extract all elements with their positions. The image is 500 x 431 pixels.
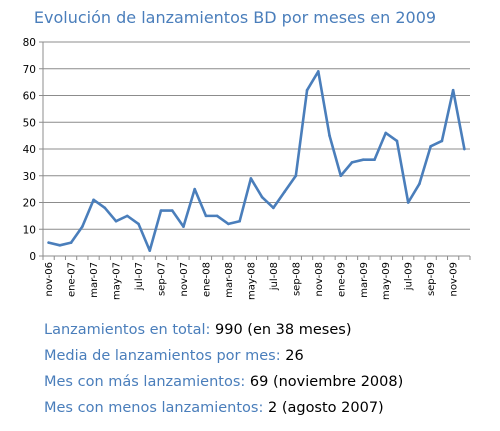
- stat-label: Media de lanzamientos por mes:: [44, 348, 281, 364]
- data-point: [170, 209, 174, 212]
- x-tick-label: may-09: [381, 262, 392, 300]
- y-tick-label: 30: [23, 171, 36, 183]
- data-point: [451, 88, 455, 92]
- line-chart: 0 10 20 30 40 50 60 70 80 nov-06 ene-07 mar-07 may-…: [23, 37, 471, 300]
- data-series: [47, 70, 466, 252]
- data-point: [384, 131, 388, 135]
- stat-value: 990 (en 38 meses): [215, 322, 352, 338]
- data-point: [125, 214, 129, 218]
- x-tick-label: ene-08: [201, 262, 212, 297]
- data-point: [69, 241, 73, 244]
- x-tick-label: sep-09: [426, 262, 437, 296]
- data-point: [272, 206, 275, 210]
- x-tick-label: jul-07: [134, 262, 145, 291]
- x-tick-label: ene-09: [336, 262, 347, 297]
- y-tick-label: 40: [23, 144, 36, 156]
- data-point: [204, 214, 208, 218]
- y-tick-label: 70: [23, 64, 36, 76]
- data-point: [227, 222, 230, 226]
- stat-total: Lanzamientos en total: 990 (en 38 meses): [44, 317, 494, 343]
- data-point: [238, 219, 241, 223]
- data-point: [193, 187, 196, 191]
- x-tick-label: mar-08: [224, 262, 235, 298]
- stat-label: Mes con más lanzamientos:: [44, 374, 246, 390]
- data-point: [440, 139, 444, 143]
- x-tick-label: sep-08: [291, 262, 302, 296]
- y-tick-label: 10: [23, 224, 36, 236]
- x-tick-label: ene-07: [67, 262, 78, 297]
- x-tick-label: mar-09: [359, 262, 370, 298]
- y-tick-label: 80: [23, 37, 36, 49]
- data-point: [350, 161, 354, 164]
- y-tick-label: 20: [23, 198, 36, 210]
- stat-value: 69 (noviembre 2008): [249, 374, 404, 390]
- data-point: [58, 244, 62, 247]
- data-point: [373, 158, 376, 161]
- x-tick-label: nov-08: [314, 262, 325, 296]
- stat-value: 26: [285, 348, 304, 364]
- data-point: [283, 190, 286, 194]
- stat-average: Media de lanzamientos por mes: 26: [44, 343, 494, 369]
- stat-value: 2 (agosto 2007): [267, 400, 384, 416]
- x-tick-label: nov-07: [179, 262, 190, 296]
- data-point: [260, 195, 264, 199]
- x-tick-label: may-07: [112, 262, 123, 300]
- data-point: [137, 222, 140, 226]
- x-tick-label: may-08: [246, 262, 257, 300]
- data-point: [328, 134, 331, 137]
- data-point: [305, 88, 309, 92]
- data-point: [159, 209, 163, 212]
- data-point: [81, 225, 84, 228]
- data-point: [361, 158, 365, 161]
- x-tick-label: jul-09: [404, 262, 415, 291]
- x-tick-label: nov-06: [44, 262, 55, 296]
- y-tick-labels: 0 10 20 30 40 50 60 70 80: [23, 37, 36, 263]
- chart-title: Evolución de lanzamientos BD por meses e…: [33, 8, 437, 27]
- summary-stats: Lanzamientos en total: 990 (en 38 meses)…: [44, 317, 494, 421]
- x-tick-label: nov-09: [449, 262, 460, 296]
- data-point: [339, 174, 343, 178]
- data-point: [114, 219, 118, 223]
- x-tick-labels: nov-06 ene-07 mar-07 may-07 jul-07 sep-07 nov-…: [44, 262, 460, 300]
- stat-label: Mes con menos lanzamientos:: [44, 400, 264, 416]
- data-point: [429, 145, 432, 148]
- data-point: [148, 249, 152, 252]
- x-tick-label: mar-07: [89, 262, 100, 298]
- y-tick-label: 50: [23, 117, 36, 129]
- series-line: [47, 70, 466, 252]
- axes: [39, 41, 471, 260]
- data-point: [47, 241, 50, 244]
- data-point: [249, 177, 253, 180]
- data-point: [92, 198, 95, 202]
- gridlines: [43, 41, 470, 230]
- x-tick-label: jul-08: [269, 262, 280, 291]
- data-point: [182, 225, 185, 228]
- y-tick-label: 60: [23, 91, 36, 103]
- y-tick-label: 0: [29, 251, 36, 263]
- data-point: [294, 174, 298, 178]
- data-point: [463, 147, 466, 151]
- stat-min: Mes con menos lanzamientos: 2 (agosto 20…: [44, 395, 494, 421]
- data-point: [395, 139, 399, 143]
- data-point: [103, 206, 107, 210]
- data-point: [418, 182, 421, 186]
- data-point: [317, 70, 320, 73]
- data-point: [215, 214, 219, 218]
- data-point: [406, 201, 410, 204]
- x-tick-label: sep-07: [156, 262, 167, 296]
- stat-label: Lanzamientos en total:: [44, 322, 211, 338]
- stat-max: Mes con más lanzamientos: 69 (noviembre …: [44, 369, 494, 395]
